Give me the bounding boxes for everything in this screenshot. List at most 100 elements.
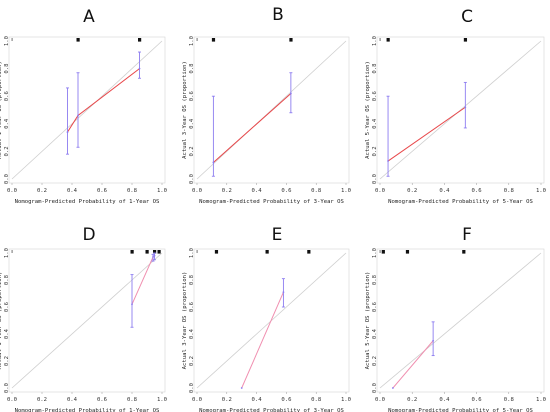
x-tick-label: 0.4 <box>252 397 263 403</box>
y-tick-label: 0.4 <box>372 328 378 339</box>
x-axis-title: Nomogram-Predicted Probability of 3-Year… <box>199 199 344 205</box>
y-tick-label: 0.4 <box>189 118 195 129</box>
y-tick-label: 0.6 <box>189 302 195 312</box>
plot-frame <box>376 248 545 393</box>
y-tick-label: 0.0 <box>4 174 10 184</box>
calibration-point <box>432 339 435 342</box>
y-tick-label: 0.0 <box>189 174 195 184</box>
plot-frame <box>8 248 166 393</box>
calibration-panel-d: D 0.0 0.2 0.4 0.6 0.8 1.0 0.0 0.2 0.4 0.6 0.8 1.0 Nom… <box>0 225 167 412</box>
y-tick-label: 0.6 <box>372 91 378 101</box>
x-tick-label: 0.2 <box>37 397 47 403</box>
rug-mark <box>214 250 219 254</box>
ideal-reference-line <box>11 40 163 180</box>
rug-mark <box>196 250 198 253</box>
calibration-point <box>240 387 243 389</box>
y-tick-label: 0.4 <box>4 328 10 339</box>
x-tick-label: 0.2 <box>37 188 47 194</box>
rug-mark <box>211 38 216 42</box>
y-tick-label: 0.2 <box>372 146 378 156</box>
rug-mark <box>11 38 13 41</box>
x-tick-label: 0.6 <box>97 397 107 403</box>
plot-frame <box>193 248 350 393</box>
x-tick-label: 0.6 <box>472 188 482 194</box>
calibration-panel-a: A 0.0 0.2 0.4 0.6 0.8 1.0 0.0 0.2 0.4 0.6 0.8 1.0 Nom… <box>0 7 167 205</box>
x-axis-title: Nomogram-Predicted Probability of 1-Year… <box>15 199 160 205</box>
y-tick-label: 0.4 <box>372 118 378 129</box>
x-tick-label: 0.6 <box>472 397 482 403</box>
x-tick-label: 0.8 <box>127 397 138 403</box>
x-tick-label: 0.4 <box>252 188 263 194</box>
y-tick-label: 0.4 <box>189 328 195 339</box>
y-axis-title: Actual 3-Year OS (proportion) <box>182 61 188 159</box>
x-tick-label: 0.8 <box>311 188 322 194</box>
calibration-panel-b: B 0.0 0.2 0.4 0.6 0.8 1.0 0.0 0.2 0.4 0.6 0.8 1.0 Nom… <box>182 5 351 205</box>
y-tick-label: 0.2 <box>372 356 378 366</box>
ideal-reference-line <box>11 252 163 389</box>
calibration-point <box>138 67 141 70</box>
rug-mark <box>307 250 311 254</box>
y-tick-label: 1.0 <box>372 248 378 258</box>
y-tick-label: 0.0 <box>189 383 195 393</box>
x-tick-label: 0.6 <box>97 188 107 194</box>
plot-frame <box>8 36 166 184</box>
x-axis-title: Nomogram-Predicted Probability of 5-Year… <box>388 408 533 412</box>
calibration-point <box>387 160 389 162</box>
x-tick-label: 0.4 <box>439 188 450 194</box>
rug-mark <box>76 38 80 42</box>
rug-mark <box>153 250 157 254</box>
rug-mark <box>130 250 134 254</box>
rug-mark <box>145 250 149 254</box>
x-tick-label: 1.0 <box>157 188 167 194</box>
x-tick-label: 1.0 <box>536 188 546 194</box>
x-tick-label: 0.0 <box>7 397 17 403</box>
y-tick-label: 0.2 <box>189 146 195 156</box>
x-axis-title: Nomogram-Predicted Probability of 5-Year… <box>388 199 533 205</box>
x-tick-label: 0.2 <box>222 397 232 403</box>
rug-mark <box>289 38 293 42</box>
calibration-point <box>212 161 215 164</box>
calibration-point <box>131 303 133 306</box>
calibration-point <box>464 106 467 109</box>
x-tick-label: 0.0 <box>7 188 17 194</box>
y-tick-label: 1.0 <box>189 36 195 46</box>
calibration-point <box>77 114 79 117</box>
y-tick-label: 1.0 <box>189 248 195 258</box>
x-tick-label: 0.8 <box>311 397 322 403</box>
calibration-point <box>289 92 292 95</box>
y-axis-title: Actual 5-Year OS (proportion) <box>365 272 371 370</box>
rug-mark <box>265 250 269 254</box>
calibration-line <box>213 93 292 163</box>
y-axis-title: Actual 3-Year OS (proportion) <box>182 272 188 370</box>
x-tick-label: 0.0 <box>375 397 385 403</box>
rug-mark <box>386 38 390 42</box>
x-tick-label: 0.2 <box>222 188 232 194</box>
x-tick-label: 0.4 <box>67 188 78 194</box>
rug-mark <box>11 250 13 253</box>
y-tick-label: 0.6 <box>4 302 10 312</box>
x-tick-label: 0.4 <box>67 397 78 403</box>
y-tick-label: 0.6 <box>4 91 10 101</box>
y-tick-label: 0.2 <box>4 146 10 156</box>
rug-mark <box>379 250 381 253</box>
calibration-panel-c: C0.0 0.2 0.4 0.6 0.8 1.00.00.20.40.60.81.0Nom… <box>365 7 546 205</box>
panel-letter: F <box>462 225 472 245</box>
x-tick-label: 1.0 <box>157 397 167 403</box>
x-tick-label: 0.8 <box>504 188 515 194</box>
rug-mark <box>138 38 142 42</box>
ideal-reference-line <box>196 40 347 180</box>
rug-mark <box>462 250 466 254</box>
x-tick-label: 1.0 <box>341 397 351 403</box>
panel-letter: C <box>461 7 473 27</box>
x-tick-label: 0.2 <box>407 188 417 194</box>
y-tick-label: 0.8 <box>372 63 378 74</box>
calibration-line <box>241 291 284 389</box>
plot-frame <box>376 36 545 184</box>
y-tick-label: 0.0 <box>372 383 378 393</box>
calibration-point <box>153 254 156 257</box>
y-tick-label: 1.0 <box>4 36 10 46</box>
rug-mark <box>157 250 161 254</box>
calibration-point <box>282 291 285 294</box>
y-tick-label: 0.0 <box>372 174 378 184</box>
y-axis-title: Actual 5-Year OS (proportion) <box>365 61 371 159</box>
